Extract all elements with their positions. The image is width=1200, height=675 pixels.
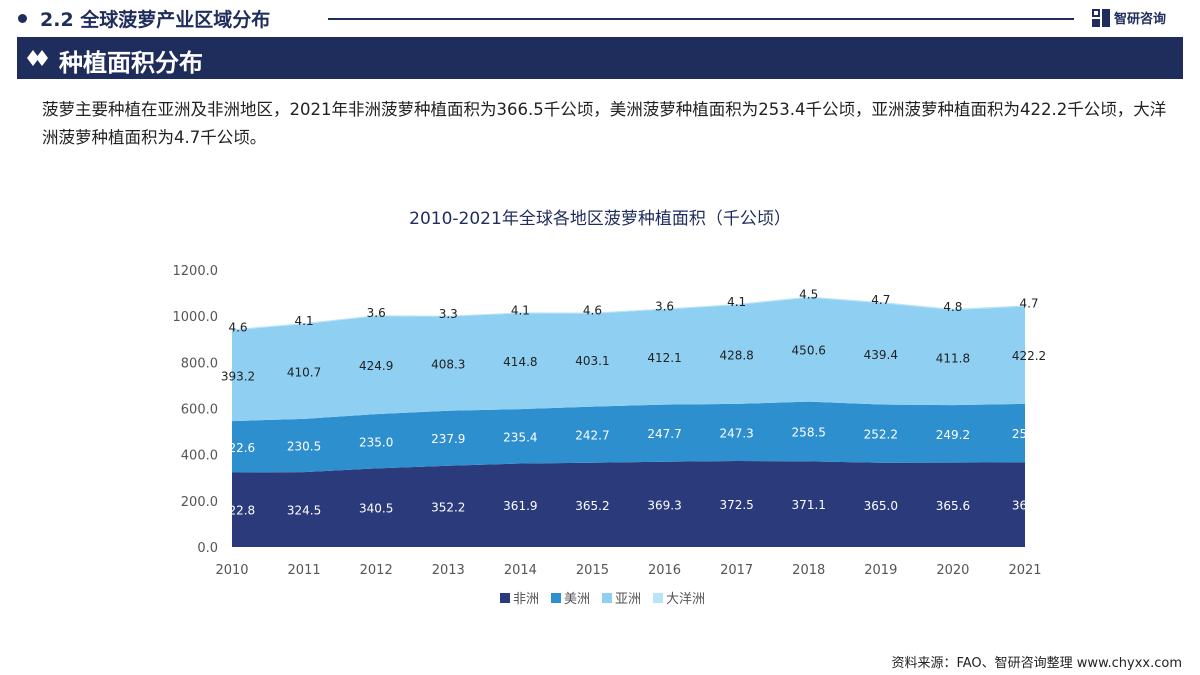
data-label: 411.8 xyxy=(936,352,970,366)
data-label: 366.5 xyxy=(1012,499,1046,513)
data-label: 4.6 xyxy=(583,304,602,318)
data-label: 235.4 xyxy=(503,430,537,444)
header-divider xyxy=(328,18,1074,20)
y-tick-label: 400.0 xyxy=(181,449,218,464)
x-tick-label: 2016 xyxy=(648,563,681,578)
data-label: 222.6 xyxy=(221,441,255,455)
data-label: 258.5 xyxy=(792,426,826,440)
data-label: 365.2 xyxy=(575,499,609,513)
legend-swatch xyxy=(602,593,612,603)
x-tick-label: 2015 xyxy=(576,563,609,578)
chart-title: 2010-2021年全球各地区菠萝种植面积（千公顷） xyxy=(409,209,791,229)
legend-swatch xyxy=(500,593,510,603)
area-series-0 xyxy=(232,461,1025,547)
data-label: 340.5 xyxy=(359,502,393,516)
area-series-1 xyxy=(232,401,1025,473)
data-label: 4.7 xyxy=(1019,296,1038,310)
data-label: 414.8 xyxy=(503,355,537,369)
x-tick-label: 2020 xyxy=(936,563,969,578)
data-label: 361.9 xyxy=(503,499,537,513)
bullet-dot-icon xyxy=(18,14,27,23)
legend-swatch xyxy=(551,593,561,603)
data-label: 424.9 xyxy=(359,359,393,373)
data-label: 439.4 xyxy=(864,348,898,362)
data-label: 4.1 xyxy=(511,303,530,317)
data-label: 322.8 xyxy=(221,504,255,518)
x-tick-label: 2019 xyxy=(864,563,897,578)
double-diamond-icon xyxy=(27,50,48,66)
y-tick-label: 600.0 xyxy=(181,403,218,418)
data-label: 253.4 xyxy=(1012,427,1046,441)
data-label: 365.0 xyxy=(864,499,898,513)
x-tick-label: 2018 xyxy=(792,563,825,578)
data-label: 3.3 xyxy=(439,307,458,321)
y-tick-label: 0.0 xyxy=(197,541,218,556)
x-tick-label: 2017 xyxy=(720,563,753,578)
data-label: 410.7 xyxy=(287,365,321,379)
legend-label: 亚洲 xyxy=(615,592,641,607)
data-label: 249.2 xyxy=(936,428,970,442)
data-label: 4.8 xyxy=(943,300,962,314)
area-series-2 xyxy=(232,297,1025,422)
data-label: 237.9 xyxy=(431,432,465,446)
x-tick-label: 2013 xyxy=(432,563,465,578)
data-label: 403.1 xyxy=(575,354,609,368)
data-label: 372.5 xyxy=(719,498,753,512)
data-label: 4.6 xyxy=(228,320,247,334)
legend-label: 大洋洲 xyxy=(666,592,705,607)
x-tick-label: 2011 xyxy=(288,563,321,578)
legend-swatch xyxy=(653,593,663,603)
x-tick-label: 2010 xyxy=(215,563,248,578)
data-label: 4.5 xyxy=(799,288,818,302)
data-label: 393.2 xyxy=(221,370,255,384)
data-label: 247.7 xyxy=(647,427,681,441)
x-tick-label: 2012 xyxy=(360,563,393,578)
x-tick-label: 2014 xyxy=(504,563,537,578)
legend-label: 非洲 xyxy=(513,592,539,607)
section-title: 2.2 全球菠萝产业区域分布 xyxy=(40,9,271,31)
data-label: 428.8 xyxy=(719,348,753,362)
banner-title: 种植面积分布 xyxy=(59,49,203,77)
brand-name: 智研咨询 xyxy=(1114,12,1167,27)
data-label: 371.1 xyxy=(792,498,826,512)
y-tick-label: 1000.0 xyxy=(173,310,219,325)
y-tick-label: 200.0 xyxy=(181,495,218,510)
data-label: 4.1 xyxy=(727,295,746,309)
data-label: 352.2 xyxy=(431,500,465,514)
top-header: 2.2 全球菠萝产业区域分布 智研咨询 xyxy=(0,0,1200,36)
data-label: 252.2 xyxy=(864,428,898,442)
brand-logo-icon xyxy=(1092,9,1110,27)
section-banner: 种植面积分布 xyxy=(17,37,1183,79)
data-label: 324.5 xyxy=(287,504,321,518)
data-label: 422.2 xyxy=(1012,349,1046,363)
data-label: 450.6 xyxy=(792,344,826,358)
data-label: 235.0 xyxy=(359,435,393,449)
x-tick-label: 2021 xyxy=(1008,563,1041,578)
data-label: 4.1 xyxy=(295,314,314,328)
data-label: 3.6 xyxy=(367,306,386,320)
source-note: 资料来源：FAO、智研咨询整理 www.chyxx.com xyxy=(891,656,1182,671)
description-text: 菠萝主要种植在亚洲及非洲地区，2021年非洲菠萝种植面积为366.5千公顷，美洲… xyxy=(42,100,1167,147)
data-label: 247.3 xyxy=(719,426,753,440)
data-label: 3.6 xyxy=(655,300,674,314)
data-label: 408.3 xyxy=(431,358,465,372)
data-label: 4.7 xyxy=(871,293,890,307)
y-tick-label: 1200.0 xyxy=(173,264,219,279)
data-label: 369.3 xyxy=(647,498,681,512)
data-label: 230.5 xyxy=(287,439,321,453)
y-tick-label: 800.0 xyxy=(181,356,218,371)
data-label: 242.7 xyxy=(575,429,609,443)
data-label: 412.1 xyxy=(647,351,681,365)
legend-label: 美洲 xyxy=(564,592,590,607)
data-label: 365.6 xyxy=(936,499,970,513)
